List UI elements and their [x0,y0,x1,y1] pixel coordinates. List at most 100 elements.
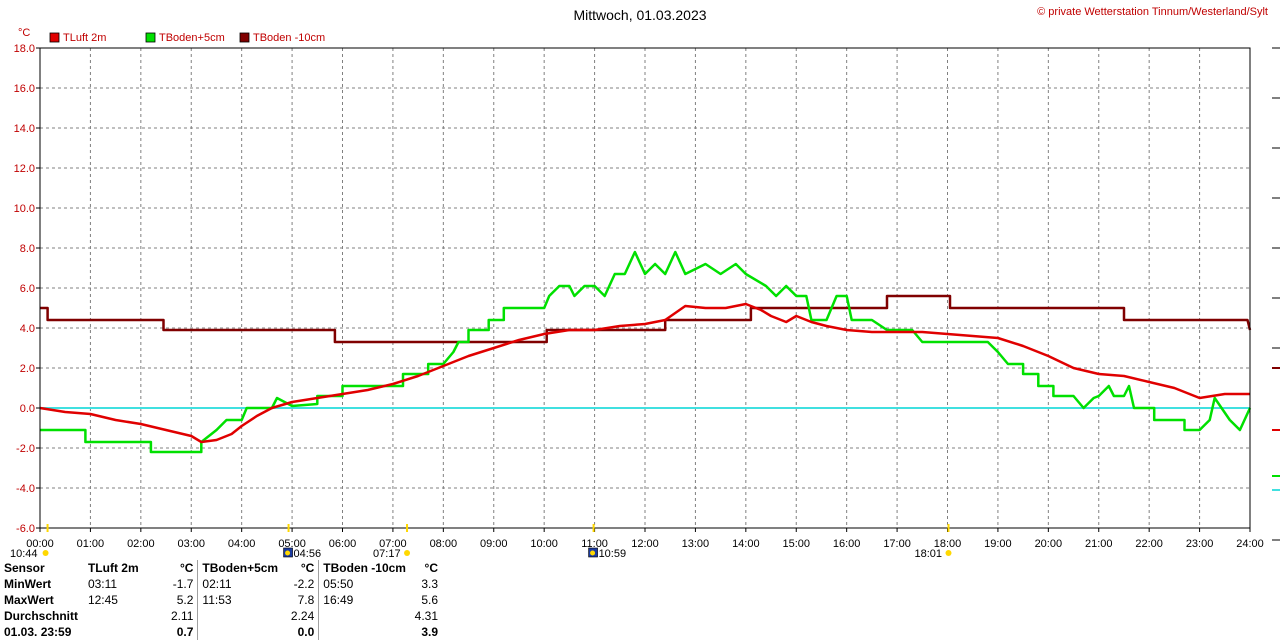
x-tick-label: 03:00 [177,538,205,550]
sun-time-label: 18:01 [915,548,943,560]
stats-value: 0.7 [176,625,194,639]
x-tick-label: 23:00 [1186,538,1214,550]
x-tick-label: 02:00 [127,538,155,550]
x-tick-label: 15:00 [782,538,810,550]
x-tick-label: 14:00 [732,538,760,550]
copyright-label: © private Wetterstation Tinnum/Westerlan… [1037,6,1268,18]
x-tick-label: 20:00 [1035,538,1063,550]
stats-row-label: Durchschnitt [4,609,79,623]
stats-row-avg: Durchschnitt 2.11 2.24 4.31 [0,608,442,624]
legend-swatch [145,32,156,43]
stats-value: 0.0 [297,625,315,639]
x-tick-label: 16:00 [833,538,861,550]
y-tick-label: -6.0 [16,523,35,535]
y-tick-label: 10.0 [14,203,35,215]
stats-header-tboden5: TBoden+5cm [197,560,283,576]
stats-time: 16:49 [318,592,410,608]
legend-entry: TBoden+5cm [159,32,225,44]
y-tick-label: -4.0 [16,483,35,495]
x-tick-label: 21:00 [1085,538,1113,550]
stats-time [84,608,162,624]
y-tick-label: 18.0 [14,43,35,55]
series-line-1 [40,250,1252,454]
stats-value: 4.31 [414,609,438,623]
right-edge-ticks [1272,47,1280,541]
legend-entry: TLuft 2m [63,32,106,44]
stats-time: 02:11 [197,576,283,592]
stats-row-min: MinWert 03:11 -1.7 02:11 -2.2 05:50 3.3 [0,576,442,592]
sun-dot-icon [590,550,596,556]
stats-row-label: MaxWert [4,593,54,607]
x-tick-label: 10:00 [530,538,558,550]
y-tick-label: 12.0 [14,163,35,175]
sun-icon [945,550,952,556]
stats-header-sensor: Sensor [4,561,45,575]
stats-value: 2.24 [290,609,315,623]
stats-time: 11:53 [197,592,283,608]
x-tick-label: 08:00 [430,538,458,550]
stats-time [197,608,283,624]
x-tick-label: 06:00 [329,538,357,550]
stats-value: -1.7 [172,577,194,591]
stats-value: 2.11 [170,609,194,623]
stats-value: 5.2 [176,593,194,607]
stats-header-unit2: °C [300,561,315,575]
y-tick-label: 8.0 [20,243,35,255]
sun-time-label: 07:17 [373,548,401,560]
stats-value: 5.6 [421,593,438,607]
x-tick-label: 22:00 [1135,538,1163,550]
x-tick-label: 04:00 [228,538,256,550]
x-tick-label: 07:00 [379,538,407,550]
x-tick-label: 19:00 [984,538,1012,550]
stats-time [197,624,283,640]
grid [40,48,1250,528]
stats-header-unit1: °C [179,561,194,575]
legend-entry: TBoden -10cm [253,32,325,44]
y-tick-label: -2.0 [16,443,35,455]
stats-header-tboden10: TBoden -10cm [318,560,410,576]
y-axis-ticks: 18.0 16.0 14.0 12.0 10.0 8.0 6.0 4.0 2.0 0.0 -2.0 -… [14,43,40,535]
stats-time [318,624,410,640]
y-tick-label: 2.0 [20,363,35,375]
sun-icon [42,550,49,556]
stats-value: 3.3 [421,577,438,591]
sun-time-label: 10:59 [599,548,627,560]
series-line-0 [39,302,1250,444]
chart-title: Mittwoch, 01.03.2023 [573,7,706,23]
x-tick-label: 09:00 [480,538,508,550]
y-tick-label: 4.0 [20,323,35,335]
sun-time-label: 10:44 [10,548,38,560]
stats-time: 12:45 [87,593,118,607]
legend-swatch [239,32,250,43]
stats-value: 3.9 [421,625,438,639]
stats-time: 03:11 [87,577,118,591]
x-tick-label: 01:00 [77,538,105,550]
stats-time [318,608,410,624]
x-tick-label: 24:00 [1236,538,1264,550]
statistics-table: Sensor TLuft 2m °C TBoden+5cm °C TBoden … [0,560,442,641]
x-tick-label: 17:00 [883,538,911,550]
sun-time-label: 04:56 [294,548,322,560]
series-lines [39,250,1252,454]
x-tick-label: 12:00 [631,538,659,550]
plot-frame [39,47,1251,529]
stats-row-max: MaxWert 12:45 5.2 11:53 7.8 16:49 5.6 [0,592,442,608]
y-tick-label: 6.0 [20,283,35,295]
y-tick-label: 0.0 [20,403,35,415]
temperature-chart: Mittwoch, 01.03.2023 © private Wettersta… [10,6,1280,560]
x-axis-ticks: 00:00 01:00 02:00 03:00 04:00 05:00 06:00 07:00… [26,528,1264,550]
x-tick-label: 05:00 [278,538,306,550]
stats-time [84,624,162,640]
x-tick-label: 13:00 [682,538,710,550]
sun-icon [404,550,411,556]
stats-header-tluft: TLuft 2m [87,561,139,575]
x-tick-label: 11:00 [581,538,608,550]
stats-time: 05:50 [318,576,410,592]
stats-row-label: 01.03. 23:59 [4,625,72,639]
stats-value: 7.8 [297,593,315,607]
y-tick-label: 14.0 [14,123,35,135]
stats-header-row: Sensor TLuft 2m °C TBoden+5cm °C TBoden … [0,560,442,576]
legend: TLuft 2m TBoden+5cm TBoden -10cm [49,32,325,44]
stats-row-last: 01.03. 23:59 0.7 0.0 3.9 [0,624,442,640]
sun-dot-icon [285,550,291,556]
